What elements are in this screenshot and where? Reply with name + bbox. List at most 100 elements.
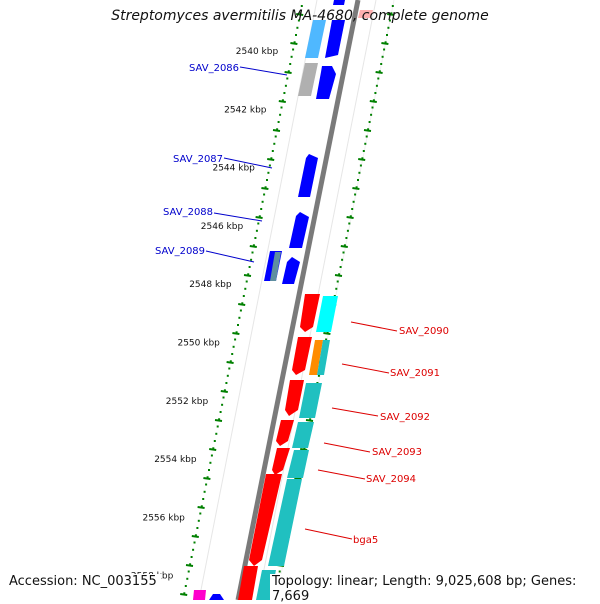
tick-dot <box>260 208 263 210</box>
tick-dot <box>193 541 196 544</box>
tick-dot <box>295 34 297 36</box>
gene-label-SAV_2089[interactable]: SAV_2089 <box>155 246 205 257</box>
tick-label: 2544 kbp <box>212 164 255 174</box>
tick-dot <box>351 208 354 210</box>
tick-dot <box>190 556 193 558</box>
label-line-SAV_2088 <box>213 212 263 222</box>
tick-dash <box>300 448 308 451</box>
tick-dot <box>277 121 280 123</box>
tick-dot <box>278 570 281 573</box>
tick-dot <box>343 244 346 247</box>
tick-dot <box>187 570 190 573</box>
tick-label: 2550 kbp <box>177 339 220 349</box>
tick-dot <box>287 70 290 73</box>
tick-dot <box>378 70 381 73</box>
tick-dot <box>317 374 320 377</box>
tick-dot <box>231 353 234 355</box>
gene-label-SAV_2090[interactable]: SAV_2090 <box>399 326 449 337</box>
gene-SAV_2090-cyan[interactable] <box>316 296 338 332</box>
tick-dot <box>339 266 342 268</box>
tick-dot <box>338 273 341 276</box>
tick-dot <box>261 200 264 203</box>
gene-top-pink[interactable] <box>358 10 373 18</box>
tick-dot <box>270 157 273 160</box>
gene-label-SAV_2088[interactable]: SAV_2088 <box>163 207 213 218</box>
tick-dot <box>276 128 279 131</box>
gene-SAV_2093[interactable] <box>276 420 294 446</box>
gene-bottom-red[interactable] <box>238 566 258 600</box>
gene-label-SAV_2094[interactable]: SAV_2094 <box>366 474 416 485</box>
gene-label-SAV_2091[interactable]: SAV_2091 <box>390 368 440 379</box>
label-line-SAV_2087 <box>223 157 273 169</box>
gene-SAV_2087[interactable] <box>298 154 318 197</box>
map-title: Streptomyces avermitilis MA-4680, comple… <box>111 8 489 24</box>
gene-SAV_2093-teal[interactable] <box>292 422 314 448</box>
gene-bga5-teal[interactable] <box>268 479 302 566</box>
gene-SAV_2091[interactable] <box>292 337 312 375</box>
gene-SAV_2089-c[interactable] <box>282 257 300 284</box>
tick-dot <box>370 113 373 116</box>
tick-dash <box>340 245 348 248</box>
tick-dash <box>381 42 389 45</box>
tick-dot <box>234 338 237 341</box>
tick-dot <box>325 338 328 341</box>
gene-gray-1[interactable] <box>298 63 318 96</box>
tick-dot <box>380 63 383 65</box>
gene-SAV_2090[interactable] <box>300 294 320 332</box>
tick-label: 2556 kbp <box>142 513 185 523</box>
tick-dot <box>367 128 370 131</box>
gene-lightblue-1[interactable] <box>305 20 326 58</box>
gene-bga5[interactable] <box>249 474 282 566</box>
label-line-SAV_2091 <box>341 363 390 374</box>
gene-SAV_2094-teal[interactable] <box>287 450 309 478</box>
gene-top-blue[interactable] <box>333 0 345 5</box>
gene-SAV_2088[interactable] <box>289 212 309 248</box>
gene-blue-2[interactable] <box>316 66 336 99</box>
tick-dash <box>363 129 372 132</box>
gene-label-SAV_2087[interactable]: SAV_2087 <box>173 154 223 165</box>
tick-dot <box>335 287 338 290</box>
tick-dot <box>352 200 355 203</box>
tick-dot <box>183 592 186 595</box>
tick-dot <box>326 331 329 334</box>
tick-dot <box>248 266 251 268</box>
tick-label: 2552 kbp <box>166 397 209 407</box>
tick-dot <box>255 229 258 232</box>
tick-dash <box>261 187 269 190</box>
tick-dot <box>280 106 283 109</box>
tick-dot <box>208 469 210 471</box>
gene-blue-1[interactable] <box>325 20 345 58</box>
tick-dash <box>255 216 263 219</box>
tick-dot <box>381 55 384 58</box>
gene-label-SAV_2092[interactable]: SAV_2092 <box>380 412 430 423</box>
gene-SAV_2092-teal[interactable] <box>299 383 322 418</box>
tick-dot <box>213 440 216 442</box>
tick-dot <box>299 12 302 15</box>
tick-dot <box>283 92 286 94</box>
gene-SAV_2089-b[interactable] <box>270 252 281 281</box>
tick-dot <box>218 418 221 421</box>
tick-dot <box>237 324 239 326</box>
gene-SAV_2091-orange[interactable] <box>309 340 323 375</box>
tick-dot <box>196 527 199 529</box>
gene-bottom-blue[interactable] <box>209 594 224 600</box>
tick-dot <box>377 77 380 80</box>
gene-label-SAV_2086[interactable]: SAV_2086 <box>189 63 239 74</box>
tick-dash <box>284 71 292 74</box>
gene-SAV_2092[interactable] <box>285 380 304 416</box>
tick-dash <box>323 332 331 335</box>
gene-label-SAV_2093[interactable]: SAV_2093 <box>372 447 422 458</box>
tick-dot <box>273 142 276 145</box>
gene-SAV_2091-teal[interactable] <box>317 340 330 375</box>
tick-dot <box>293 41 296 44</box>
accession-text: Accession: NC_003155 <box>9 574 161 589</box>
gene-bottom-magenta[interactable] <box>193 590 206 600</box>
tick-dot <box>297 19 300 22</box>
tick-label: 2546 kbp <box>201 222 244 232</box>
left-gene-labels: SAV_2086 SAV_2087 SAV_2088 SAV_2089 <box>155 63 239 257</box>
tick-dot <box>222 396 225 399</box>
gene-SAV_2094[interactable] <box>272 448 290 475</box>
gene-label-bga5[interactable]: bga5 <box>353 535 378 546</box>
tick-dot <box>300 5 303 7</box>
tick-dash <box>369 100 377 103</box>
